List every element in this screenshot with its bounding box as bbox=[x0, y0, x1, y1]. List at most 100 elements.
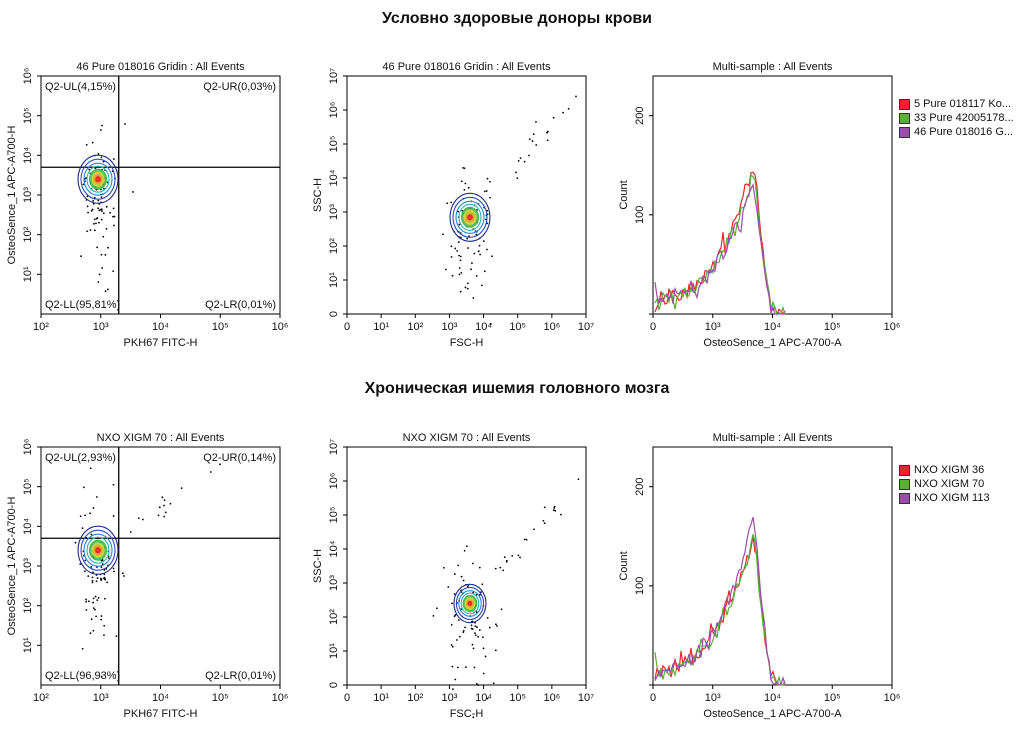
y-tick-label-4-0: 0 bbox=[328, 682, 340, 688]
event-dot-3-43 bbox=[90, 565, 93, 568]
event-dot-4-21 bbox=[470, 624, 473, 627]
event-dot-0-62 bbox=[101, 267, 104, 269]
x-tick-label-3-1: 10³ bbox=[93, 692, 109, 704]
x-tick-label-2-4: 10⁶ bbox=[884, 321, 901, 333]
event-dot-4-92 bbox=[542, 519, 545, 522]
x-tick-label-2-2: 10⁴ bbox=[764, 321, 781, 333]
y-tick-label-4-2: 10² bbox=[328, 609, 340, 625]
event-dot-1-91 bbox=[515, 171, 517, 174]
event-dot-1-36 bbox=[472, 297, 475, 299]
event-dot-1-11 bbox=[478, 244, 481, 247]
event-dot-1-51 bbox=[466, 237, 469, 240]
event-dot-3-61 bbox=[123, 575, 125, 577]
x-tick-label-2-3: 10⁵ bbox=[824, 321, 841, 333]
event-dot-0-19 bbox=[107, 288, 109, 291]
event-dot-3-11 bbox=[97, 596, 100, 599]
y-tick-label-4-5: 10⁵ bbox=[328, 507, 340, 524]
legend-label: 46 Pure 018016 G... bbox=[914, 126, 1014, 138]
event-dot-1-37 bbox=[466, 287, 469, 290]
event-dot-0-11 bbox=[93, 218, 96, 221]
event-dot-1-28 bbox=[458, 267, 461, 269]
contour-ring-0-7 bbox=[95, 176, 101, 183]
event-dot-4-5 bbox=[457, 619, 460, 621]
event-dot-3-37 bbox=[85, 598, 87, 601]
contour-ring-3-3 bbox=[86, 536, 110, 564]
event-dot-1-21 bbox=[458, 273, 461, 276]
y-tick-label-0-1: 10² bbox=[22, 226, 34, 242]
event-dot-0-37 bbox=[82, 183, 85, 186]
event-dot-1-15 bbox=[459, 290, 462, 293]
x-tick-label-0-3: 10⁵ bbox=[212, 321, 229, 333]
quadrant-label-ur-0: Q2-UR(0,03%) bbox=[203, 81, 276, 93]
plot-title-0: 46 Pure 018016 Gridin : All Events bbox=[76, 61, 245, 73]
event-dot-4-28 bbox=[473, 666, 476, 669]
event-dot-3-79 bbox=[95, 496, 98, 498]
event-dot-4-54 bbox=[462, 629, 465, 632]
event-dot-0-15 bbox=[102, 235, 105, 238]
plot-frame-2 bbox=[652, 75, 893, 315]
event-dot-1-89 bbox=[575, 95, 577, 98]
event-dot-1-44 bbox=[483, 270, 486, 273]
event-dot-3-54 bbox=[92, 607, 95, 610]
event-dot-4-85 bbox=[525, 538, 528, 541]
event-dot-0-44 bbox=[86, 230, 89, 233]
legend-item: 33 Pure 42005178... bbox=[899, 111, 1014, 125]
event-dot-0-50 bbox=[96, 217, 99, 219]
histogram-series-5-2 bbox=[654, 516, 786, 686]
x-tick-label-4-6: 10⁶ bbox=[543, 692, 560, 704]
x-tick-label-4-7: 10⁷ bbox=[578, 692, 594, 704]
x-tick-label-1-1: 10¹ bbox=[373, 321, 389, 333]
contour-ring-0-0 bbox=[77, 154, 119, 204]
x-tick-label-3-4: 10⁶ bbox=[272, 692, 289, 704]
event-dot-0-2 bbox=[97, 199, 100, 202]
event-dot-1-96 bbox=[535, 144, 538, 146]
event-dot-4-27 bbox=[464, 626, 466, 629]
event-dot-1-68 bbox=[450, 201, 453, 204]
y-tick-label-4-6: 10⁶ bbox=[328, 473, 340, 490]
event-dot-0-67 bbox=[105, 205, 108, 208]
event-dot-3-42 bbox=[90, 618, 93, 621]
event-dot-4-39 bbox=[477, 684, 480, 687]
event-dot-3-7 bbox=[85, 600, 88, 603]
legend-label: 33 Pure 42005178... bbox=[914, 112, 1014, 124]
event-dot-1-85 bbox=[523, 160, 526, 163]
contour-ring-4-0 bbox=[453, 583, 487, 624]
event-dot-0-0 bbox=[132, 191, 134, 193]
event-dot-3-38 bbox=[103, 597, 106, 600]
section-title-ischemia: Хроническая ишемия головного мозга bbox=[364, 380, 670, 397]
legend-ischemia: NXO XIGM 36 NXO XIGM 70 NXO XIGM 113 bbox=[899, 463, 990, 505]
event-dot-1-31 bbox=[457, 241, 460, 243]
event-dot-1-93 bbox=[528, 154, 530, 157]
quadrant-label-lr-3: Q2-LR(0,01%) bbox=[205, 670, 276, 682]
event-dot-1-101 bbox=[546, 139, 549, 142]
y-tick-label-2-1: 200 bbox=[634, 106, 646, 124]
event-dot-4-33 bbox=[453, 615, 456, 618]
event-dot-4-66 bbox=[471, 562, 474, 565]
y-tick-label-5-0: 100 bbox=[634, 577, 646, 595]
event-dot-4-18 bbox=[481, 636, 484, 639]
event-dot-1-84 bbox=[467, 186, 470, 189]
event-dot-3-88 bbox=[163, 499, 166, 501]
event-dot-0-52 bbox=[100, 253, 103, 256]
event-dot-3-26 bbox=[87, 575, 90, 578]
y-tick-label-3-2: 10³ bbox=[22, 558, 34, 574]
event-dot-4-80 bbox=[478, 566, 481, 569]
event-dot-1-99 bbox=[516, 177, 519, 180]
event-dot-1-74 bbox=[464, 182, 467, 185]
event-dot-3-29 bbox=[103, 576, 106, 579]
event-dot-4-15 bbox=[477, 636, 480, 638]
event-dot-3-23 bbox=[79, 563, 82, 565]
event-dot-3-77 bbox=[92, 507, 95, 509]
event-dot-4-71 bbox=[460, 575, 463, 578]
event-dot-1-64 bbox=[462, 166, 465, 169]
x-tick-label-5-2: 10⁴ bbox=[764, 692, 781, 704]
event-dot-1-19 bbox=[479, 253, 481, 256]
event-dot-4-10 bbox=[465, 666, 467, 669]
event-dot-4-95 bbox=[554, 509, 557, 512]
event-dot-1-103 bbox=[567, 107, 570, 110]
event-dot-3-21 bbox=[87, 600, 90, 603]
event-dot-0-20 bbox=[104, 290, 107, 293]
event-dot-1-104 bbox=[552, 116, 555, 119]
event-dot-4-7 bbox=[451, 645, 454, 648]
event-dot-4-45 bbox=[450, 644, 453, 646]
